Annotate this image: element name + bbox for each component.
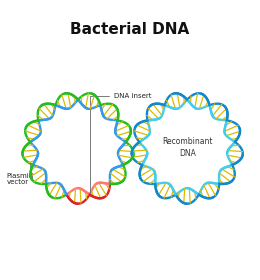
Text: Plasmid
vector: Plasmid vector xyxy=(6,165,34,186)
Text: Recombinant
DNA: Recombinant DNA xyxy=(162,137,212,158)
Text: DNA insert: DNA insert xyxy=(90,93,152,195)
Text: Bacterial DNA: Bacterial DNA xyxy=(70,22,190,37)
